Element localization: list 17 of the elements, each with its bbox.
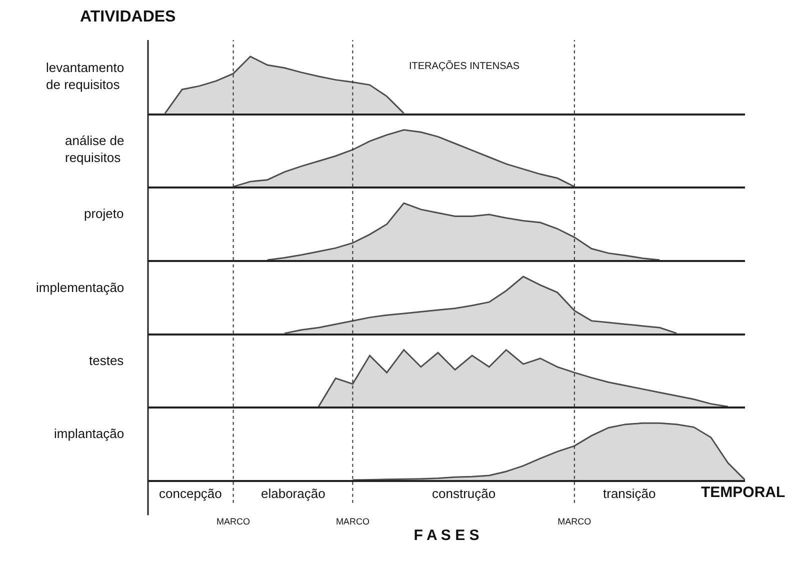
text: implantação [54, 426, 124, 441]
x-tick-label: MARCO [558, 516, 592, 527]
text: elaboração [261, 486, 326, 501]
text: testes [89, 353, 124, 368]
x-tick-label: MARCO [216, 516, 250, 527]
annotation: ITERAÇÕES INTENSAS [409, 60, 520, 72]
x-axis-title: F A S E S [414, 527, 480, 544]
text: análise de requisitos [65, 133, 124, 165]
text: levantamento de requisitos [46, 60, 124, 92]
text: projeto [84, 206, 124, 221]
text: construção [432, 486, 496, 501]
text: transição [603, 486, 656, 501]
chart-title: ATIVIDADES [80, 8, 176, 26]
text: TEMPORAL [701, 484, 786, 501]
text: implementação [36, 280, 124, 295]
text: concepção [159, 486, 222, 501]
x-tick-label: MARCO [336, 516, 370, 527]
